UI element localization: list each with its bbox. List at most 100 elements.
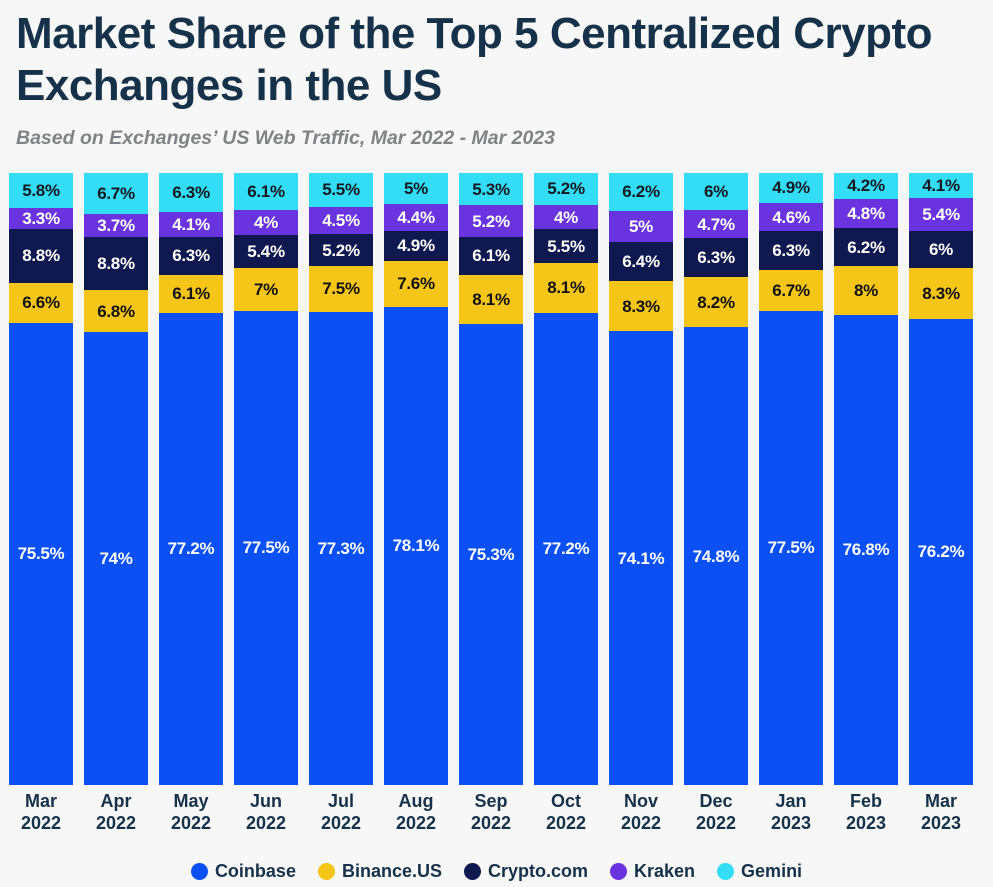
bar-column[interactable]: 4.9% 4.6% 6.3% 6.7% 77.5% <box>759 173 823 785</box>
bar-segment-crypto[interactable]: 6.3% <box>759 231 823 270</box>
bar-column[interactable]: 6.1% 4% 5.4% 7% 77.5% <box>234 173 298 785</box>
bar-segment-kraken[interactable]: 4% <box>534 204 598 230</box>
bar-segment-value: 6.7% <box>97 184 135 203</box>
bar-segment-value: 5.5% <box>547 236 585 256</box>
legend-item-label: Binance.US <box>341 861 442 881</box>
x-axis-tick-year: 2022 <box>170 813 212 833</box>
bar-segment-coinbase[interactable]: 77.2% <box>159 312 223 785</box>
bar-segment-crypto[interactable]: 6.1% <box>459 237 523 275</box>
bar-segment-coinbase[interactable]: 76.2% <box>909 318 973 785</box>
legend-swatch-icon <box>464 862 481 880</box>
bar-segment-crypto[interactable]: 6.2% <box>834 228 898 267</box>
bar-segment-binance[interactable]: 8% <box>834 266 898 315</box>
bar-column[interactable]: 5% 4.4% 4.9% 7.6% 78.1% <box>384 173 448 785</box>
bar-column[interactable]: 5.5% 4.5% 5.2% 7.5% 77.3% <box>309 173 373 785</box>
bar-segment-kraken[interactable]: 5.4% <box>909 198 973 232</box>
bar-segment-coinbase[interactable]: 75.5% <box>9 322 73 785</box>
bar-segment-gemini[interactable]: 4.9% <box>759 173 823 203</box>
bar-segment-binance[interactable]: 8.2% <box>684 277 748 328</box>
bar-segment-kraken[interactable]: 4.4% <box>384 203 448 231</box>
bar-segment-value: 8.8% <box>97 254 135 274</box>
bar-segment-crypto[interactable]: 6.3% <box>684 238 748 278</box>
x-axis-tick: Nov 2022 <box>609 790 673 834</box>
bar-segment-kraken[interactable]: 5.2% <box>459 205 523 238</box>
bar-segment-crypto[interactable]: 6% <box>909 231 973 268</box>
bar-segment-kraken[interactable]: 3.3% <box>9 208 73 229</box>
bar-column[interactable]: 4.1% 5.4% 6% 8.3% 76.2% <box>909 173 973 785</box>
bar-segment-coinbase[interactable]: 77.3% <box>309 311 373 785</box>
bar-segment-value: 5.2% <box>472 211 510 231</box>
bar-segment-kraken[interactable]: 3.7% <box>84 214 148 237</box>
bar-segment-coinbase[interactable]: 75.3% <box>459 324 523 785</box>
bar-segment-coinbase[interactable]: 74.1% <box>609 331 673 785</box>
bar-segment-gemini[interactable]: 6% <box>684 173 748 210</box>
bar-segment-binance[interactable]: 8.3% <box>909 267 973 319</box>
bar-segment-crypto[interactable]: 8.8% <box>84 236 148 291</box>
bar-segment-crypto[interactable]: 4.9% <box>384 230 448 261</box>
bar-segment-gemini[interactable]: 6.1% <box>234 173 298 211</box>
bar-segment-coinbase[interactable]: 74% <box>84 332 148 785</box>
bar-segment-gemini[interactable]: 5.8% <box>9 173 73 209</box>
legend-item[interactable]: Coinbase <box>190 862 296 880</box>
bar-segment-binance[interactable]: 7.6% <box>384 260 448 307</box>
bar-segment-gemini[interactable]: 5.3% <box>459 173 523 206</box>
bar-segment-coinbase[interactable]: 77.2% <box>534 312 598 785</box>
bar-column[interactable]: 6.7% 3.7% 8.8% 6.8% 74% <box>84 173 148 785</box>
bar-segment-gemini[interactable]: 4.1% <box>909 173 973 199</box>
bar-column[interactable]: 6.3% 4.1% 6.3% 6.1% 77.2% <box>159 173 223 785</box>
legend-item[interactable]: Gemini <box>717 862 802 880</box>
bar-segment-crypto[interactable]: 6.4% <box>609 241 673 281</box>
bar-segment-binance[interactable]: 6.7% <box>759 269 823 311</box>
legend-item[interactable]: Binance.US <box>317 861 442 881</box>
bar-segment-value: 4.7% <box>697 214 735 234</box>
bar-segment-gemini[interactable]: 5.2% <box>534 173 598 205</box>
bar-segment-coinbase[interactable]: 78.1% <box>384 307 448 785</box>
bar-segment-value: 3.7% <box>97 215 135 235</box>
bar-segment-binance[interactable]: 7% <box>234 267 298 311</box>
bar-segment-binance[interactable]: 8.3% <box>609 280 673 332</box>
bar-column[interactable]: 5.2% 4% 5.5% 8.1% 77.2% <box>534 173 598 785</box>
bar-segment-binance[interactable]: 8.1% <box>534 262 598 313</box>
bar-segment-kraken[interactable]: 5% <box>609 210 673 242</box>
bar-segment-binance[interactable]: 7.5% <box>309 266 373 312</box>
bar-segment-gemini[interactable]: 6.7% <box>84 173 148 214</box>
bar-segment-value: 4.1% <box>172 214 210 234</box>
bar-segment-coinbase[interactable]: 76.8% <box>834 314 898 785</box>
bar-segment-kraken[interactable]: 4.5% <box>309 206 373 235</box>
legend-item[interactable]: Kraken <box>610 862 695 880</box>
bar-segment-kraken[interactable]: 4.1% <box>159 211 223 237</box>
bar-segment-coinbase[interactable]: 77.5% <box>759 310 823 785</box>
bar-segment-crypto[interactable]: 5.5% <box>534 229 598 263</box>
bar-segment-binance[interactable]: 6.8% <box>84 290 148 333</box>
bar-segment-gemini[interactable]: 4.2% <box>834 173 898 199</box>
bar-column[interactable]: 6% 4.7% 6.3% 8.2% 74.8% <box>684 173 748 785</box>
bar-segment-crypto[interactable]: 5.2% <box>309 234 373 266</box>
bar-segment-gemini[interactable]: 5% <box>384 173 448 204</box>
bar-segment-gemini[interactable]: 6.3% <box>159 173 223 212</box>
bar-segment-value: 6.3% <box>772 240 810 260</box>
bar-segment-value: 8.8% <box>22 246 60 266</box>
bar-segment-binance[interactable]: 8.1% <box>459 274 523 325</box>
bar-segment-kraken[interactable]: 4% <box>234 210 298 235</box>
bar-segment-kraken[interactable]: 4.8% <box>834 198 898 229</box>
bar-segment-crypto[interactable]: 8.8% <box>9 228 73 283</box>
legend-item[interactable]: Crypto.com <box>464 862 588 880</box>
bar-column[interactable]: 5.8% 3.3% 8.8% 6.6% 75.5% <box>9 173 73 785</box>
bar-segment-gemini[interactable]: 6.2% <box>609 173 673 211</box>
bar-segment-binance[interactable]: 6.6% <box>9 282 73 323</box>
bar-segment-value: 4.4% <box>397 207 435 227</box>
x-axis-tick-year: 2023 <box>920 813 962 833</box>
bar-segment-crypto[interactable]: 6.3% <box>159 236 223 276</box>
bar-column[interactable]: 4.2% 4.8% 6.2% 8% 76.8% <box>834 173 898 785</box>
bar-column[interactable]: 5.3% 5.2% 6.1% 8.1% 75.3% <box>459 173 523 785</box>
bar-segment-gemini[interactable]: 5.5% <box>309 173 373 207</box>
bar-segment-kraken[interactable]: 4.7% <box>684 209 748 239</box>
x-axis-tick-year: 2022 <box>545 813 587 833</box>
bar-segment-coinbase[interactable]: 74.8% <box>684 327 748 785</box>
bar-segment-kraken[interactable]: 4.6% <box>759 202 823 232</box>
bar-segment-coinbase[interactable]: 77.5% <box>234 310 298 785</box>
bar-column[interactable]: 6.2% 5% 6.4% 8.3% 74.1% <box>609 173 673 785</box>
bar-segment-crypto[interactable]: 5.4% <box>234 234 298 268</box>
bar-segment-binance[interactable]: 6.1% <box>159 275 223 313</box>
bar-segment-value: 8.1% <box>472 289 510 309</box>
